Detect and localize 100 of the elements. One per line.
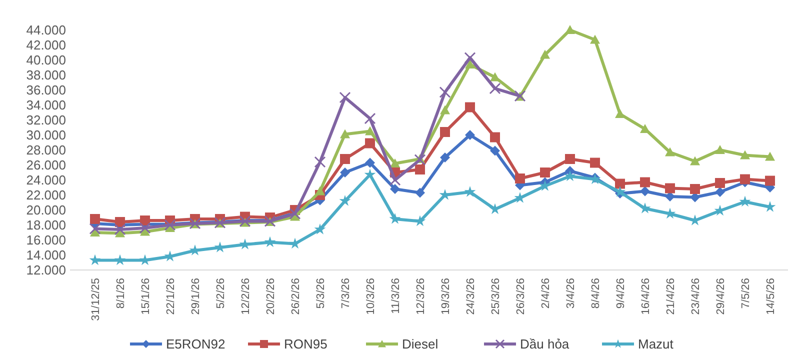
point <box>389 213 401 224</box>
point <box>565 154 575 164</box>
x-tick-label: 15/1/26 <box>140 278 152 315</box>
point <box>565 25 575 34</box>
point <box>540 168 550 178</box>
y-tick-label: 44.000 <box>26 22 66 38</box>
x-tick-label: 5/2/26 <box>215 278 227 309</box>
y-tick-label: 18.000 <box>26 218 66 233</box>
point <box>440 127 450 137</box>
point <box>489 82 501 94</box>
point <box>590 158 600 168</box>
x-tick-label: 29/4/26 <box>715 278 727 315</box>
point <box>715 145 725 154</box>
point <box>415 164 425 174</box>
point <box>440 105 450 114</box>
y-tick-label: 32.000 <box>26 112 66 128</box>
x-tick-label: 9/4/26 <box>615 278 627 309</box>
y-tick-label: 36.000 <box>26 82 66 98</box>
point <box>239 238 251 250</box>
point <box>414 215 426 226</box>
point <box>640 124 650 133</box>
x-tick-label: 12/2/26 <box>240 278 252 315</box>
point <box>90 214 100 224</box>
x-tick-label: 12/3/26 <box>415 278 427 315</box>
point <box>615 109 625 118</box>
x-tick-label: 3/4/26 <box>565 278 577 309</box>
point <box>640 177 650 188</box>
point <box>139 222 151 234</box>
x-tick-label: 10/3/26 <box>365 278 377 315</box>
legend-label: E5RON92 <box>166 336 226 352</box>
y-tick-label: 34.000 <box>26 98 66 113</box>
point <box>540 50 550 59</box>
point <box>364 112 376 124</box>
point <box>339 195 351 206</box>
point <box>340 168 350 178</box>
point <box>640 186 650 196</box>
point <box>590 34 600 44</box>
x-tick-label: 26/2/26 <box>290 278 302 315</box>
y-tick-label: 28.000 <box>26 142 66 158</box>
y-tick-label: 16.000 <box>26 232 66 248</box>
x-tick-label: 7/5/26 <box>740 278 752 309</box>
legend-label: Dầu hỏa <box>520 336 570 352</box>
legend-label: Diesel <box>402 336 438 352</box>
y-tick-label: 22.000 <box>26 188 66 203</box>
x-tick-label: 29/1/26 <box>190 278 202 315</box>
point <box>415 188 425 198</box>
point <box>615 178 625 189</box>
point <box>114 224 126 236</box>
point <box>339 92 351 104</box>
x-tick-label: 24/3/26 <box>465 278 477 315</box>
point <box>365 138 375 148</box>
point <box>89 254 101 266</box>
point <box>765 176 775 186</box>
point <box>264 236 276 248</box>
x-tick-label: 16/4/26 <box>640 278 652 315</box>
legend-label: Mazut <box>638 336 674 352</box>
point <box>464 186 476 197</box>
x-tick-label: 2/4/26 <box>540 278 552 309</box>
point <box>690 156 700 166</box>
x-tick-label: 26/3/26 <box>515 278 527 315</box>
y-tick-label: 24.000 <box>26 172 66 188</box>
point <box>515 174 525 184</box>
y-tick-label: 12.000 <box>26 262 66 278</box>
y-tick-label: 20.000 <box>26 202 66 218</box>
point <box>740 174 750 184</box>
point <box>665 192 675 202</box>
x-tick-label: 22/1/26 <box>165 278 177 315</box>
y-tick-label: 38.000 <box>26 68 66 83</box>
point <box>439 86 451 98</box>
point <box>139 254 151 266</box>
x-tick-label: 11/3/26 <box>390 278 402 314</box>
point <box>314 156 326 168</box>
point <box>289 238 301 249</box>
y-tick-label: 40.000 <box>26 52 66 68</box>
y-tick-label: 14.000 <box>26 248 66 263</box>
point <box>465 60 475 68</box>
point <box>440 152 450 162</box>
x-tick-label: 21/4/26 <box>665 278 677 315</box>
x-tick-label: 14/5/26 <box>765 278 777 315</box>
point <box>414 154 426 166</box>
point <box>390 158 400 168</box>
x-tick-label: 25/3/26 <box>490 278 502 315</box>
point <box>114 254 126 266</box>
point <box>365 158 375 168</box>
point <box>340 129 350 138</box>
x-tick-label: 20/2/26 <box>265 278 277 315</box>
y-tick-label: 30.000 <box>26 128 66 143</box>
point <box>665 183 675 194</box>
x-tick-label: 7/3/26 <box>340 278 352 309</box>
point <box>365 126 375 136</box>
point <box>390 184 400 194</box>
x-tick-label: 23/4/26 <box>690 278 702 315</box>
x-tick-label: 8/4/26 <box>590 278 602 309</box>
point <box>715 178 725 188</box>
point <box>490 146 500 156</box>
point <box>464 52 476 64</box>
point <box>740 150 750 160</box>
point <box>564 170 576 182</box>
point <box>490 132 500 142</box>
point <box>715 187 725 197</box>
